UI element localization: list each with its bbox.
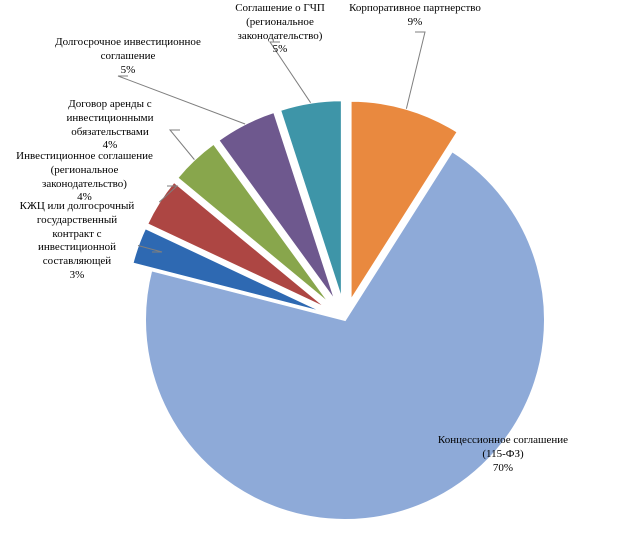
pie-slice-label: Договор аренды с инвестиционными обязате…	[40, 98, 180, 153]
pie-slice-label: Долгосрочное инвестиционное соглашение 5%	[28, 36, 228, 77]
pie-slice-label-pct: 4%	[77, 191, 92, 203]
pie-slice-label-text: Долгосрочное инвестиционное соглашение	[55, 36, 201, 62]
pie-slice-label: Корпоративное партнерство 9%	[330, 2, 500, 30]
pie-leader-line	[406, 32, 425, 109]
pie-slice-label-text: Корпоративное партнерство	[349, 2, 481, 14]
pie-slice-label-text: Договор аренды с инвестиционными обязате…	[67, 98, 154, 138]
pie-slice-label-pct: 3%	[70, 269, 85, 281]
pie-chart: Корпоративное партнерство 9% Концессионное…	[0, 0, 636, 554]
pie-slice-label-pct: 70%	[493, 462, 513, 474]
pie-slice-label-text: Соглашение о ГЧП (региональное законодат…	[235, 2, 325, 42]
pie-slice-label: Соглашение о ГЧП (региональное законодат…	[210, 2, 350, 57]
pie-slice-label: Концессионное соглашение (115-ФЗ) 70%	[418, 434, 588, 475]
pie-slice-label: КЖЦ или долгосрочный государственный кон…	[2, 200, 152, 283]
pie-slice-label-text: Концессионное соглашение (115-ФЗ)	[438, 434, 568, 460]
pie-slice-label-text: Инвестиционное соглашение (региональное …	[16, 150, 153, 190]
pie-slice-label-text: КЖЦ или долгосрочный государственный кон…	[20, 200, 135, 267]
pie-slice-label-pct: 5%	[273, 43, 288, 55]
pie-slice-label: Инвестиционное соглашение (региональное …	[2, 150, 167, 205]
pie-slice-label-pct: 4%	[103, 139, 118, 151]
pie-slice-label-pct: 5%	[121, 64, 136, 76]
pie-slice-label-pct: 9%	[408, 16, 423, 28]
